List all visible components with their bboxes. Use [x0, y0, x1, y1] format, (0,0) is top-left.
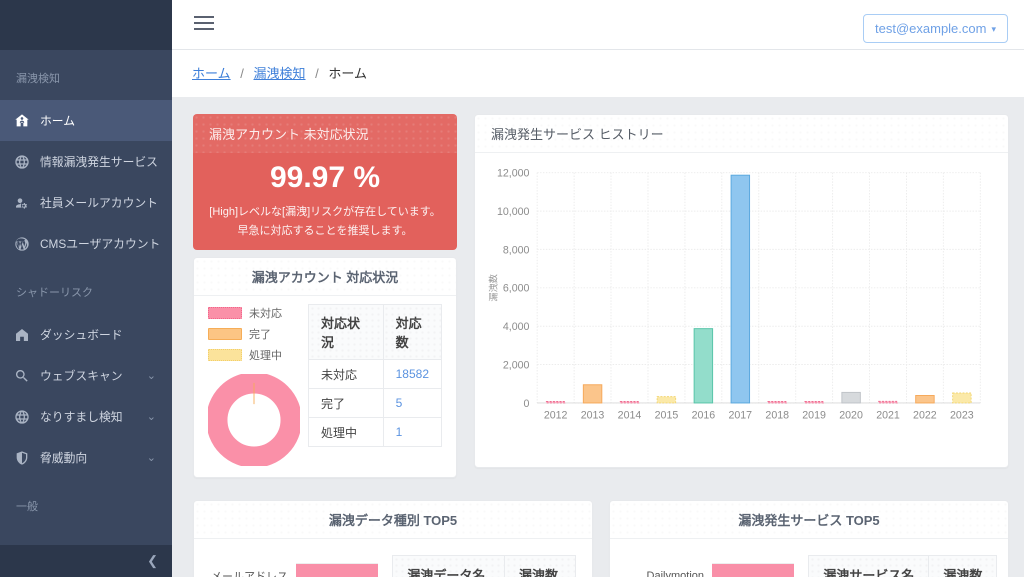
svg-text:2017: 2017 — [728, 409, 752, 421]
svg-text:2021: 2021 — [876, 409, 900, 421]
svg-text:2016: 2016 — [692, 409, 716, 421]
svg-text:2,000: 2,000 — [503, 359, 530, 371]
svg-text:2019: 2019 — [802, 409, 826, 421]
svg-text:2014: 2014 — [618, 409, 642, 421]
svg-text:6,000: 6,000 — [503, 283, 530, 295]
svg-text:2023: 2023 — [950, 409, 974, 421]
svg-text:2018: 2018 — [765, 409, 789, 421]
svg-text:12,000: 12,000 — [497, 168, 530, 180]
svg-text:2013: 2013 — [581, 409, 605, 421]
svg-text:8,000: 8,000 — [503, 244, 530, 256]
svg-text:0: 0 — [524, 398, 530, 410]
svg-text:10,000: 10,000 — [497, 206, 530, 218]
svg-text:4,000: 4,000 — [503, 321, 530, 333]
svg-text:2022: 2022 — [913, 409, 937, 421]
svg-text:2020: 2020 — [839, 409, 863, 421]
svg-text:2015: 2015 — [655, 409, 679, 421]
svg-text:漏洩数: 漏洩数 — [488, 274, 499, 302]
svg-text:2012: 2012 — [544, 409, 568, 421]
